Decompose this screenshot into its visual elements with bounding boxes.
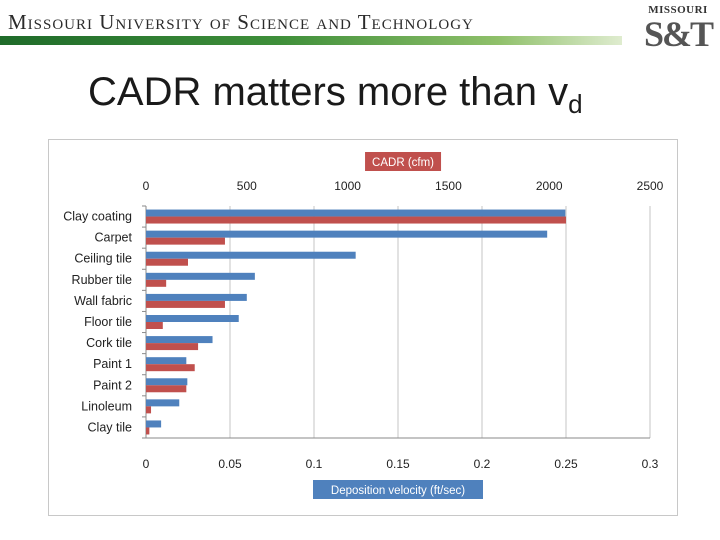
category-label: Rubber tile xyxy=(72,273,132,287)
bottom-axis-tick-label: 0.25 xyxy=(554,457,578,471)
top-axis-tick-label: 1500 xyxy=(435,179,462,193)
bar-cadr xyxy=(146,251,356,259)
bar-deposition-velocity xyxy=(146,406,152,414)
slide-title-text: CADR matters more than v xyxy=(88,70,569,114)
logo-main-text: S&T xyxy=(643,14,714,54)
bar-cadr xyxy=(146,293,247,301)
top-axis-tick-label: 500 xyxy=(237,179,257,193)
bar-deposition-velocity xyxy=(146,258,188,266)
top-axis-tick-label: 2500 xyxy=(637,179,664,193)
bar-deposition-velocity xyxy=(146,237,225,245)
category-label: Ceiling tile xyxy=(74,252,132,266)
bar-cadr xyxy=(146,357,187,365)
bar-deposition-velocity xyxy=(146,364,195,372)
bottom-axis-tick-label: 0.05 xyxy=(218,457,242,471)
bottom-axis-tick-label: 0 xyxy=(143,457,150,471)
chart-frame: Clay coating Carpet Ceiling tile Rubber til… xyxy=(48,139,678,516)
category-label: Linoleum xyxy=(81,399,132,413)
bar-deposition-velocity xyxy=(146,343,199,351)
category-label: Paint 2 xyxy=(93,378,132,392)
category-label: Floor tile xyxy=(84,315,132,329)
institution-name: Missouri University of Science and Techn… xyxy=(8,10,474,34)
category-label: Clay coating xyxy=(63,210,132,224)
category-label: Wall fabric xyxy=(74,294,132,308)
slide-title-subscript: d xyxy=(568,89,583,119)
bar-cadr xyxy=(146,420,162,428)
bar-deposition-velocity xyxy=(146,279,167,287)
header-divider xyxy=(0,36,622,45)
bar-cadr xyxy=(146,272,255,280)
bar-deposition-velocity xyxy=(146,300,225,308)
category-label: Paint 1 xyxy=(93,357,132,371)
top-axis-tick-label: 1000 xyxy=(334,179,361,193)
category-label: Clay tile xyxy=(88,420,133,434)
bottom-axis-tick-label: 0.2 xyxy=(474,457,491,471)
bar-deposition-velocity xyxy=(146,427,150,435)
bar-deposition-velocity xyxy=(146,322,163,329)
bottom-axis-title-background xyxy=(313,480,483,499)
bar-deposition-velocity xyxy=(146,216,566,224)
category-label: Cork tile xyxy=(86,336,132,350)
top-axis-tick-label: 0 xyxy=(143,179,150,193)
bar-cadr xyxy=(146,399,180,407)
bar-cadr xyxy=(146,230,548,238)
bar-cadr xyxy=(146,336,213,344)
bar-cadr xyxy=(146,378,188,386)
university-logo: MISSOURI S&T xyxy=(640,4,716,66)
bar-chart: Clay coating Carpet Ceiling tile Rubber til… xyxy=(63,152,664,499)
bottom-axis-tick-label: 0.15 xyxy=(386,457,410,471)
category-label: Carpet xyxy=(94,231,132,245)
logo-top-text: MISSOURI xyxy=(648,4,708,16)
bottom-axis-tick-label: 0.1 xyxy=(306,457,323,471)
bar-deposition-velocity xyxy=(146,385,187,393)
bar-cadr xyxy=(146,315,239,322)
bottom-axis-tick-label: 0.3 xyxy=(642,457,659,471)
top-axis-title-background xyxy=(365,152,442,171)
top-axis-tick-label: 2000 xyxy=(536,179,563,193)
bottom-axis-title: Deposition velocity (ft/sec) xyxy=(331,485,465,497)
top-axis-title: CADR (cfm) xyxy=(372,157,434,169)
slide-title: CADR matters more than vd xyxy=(88,70,583,120)
bar-cadr xyxy=(146,209,566,217)
